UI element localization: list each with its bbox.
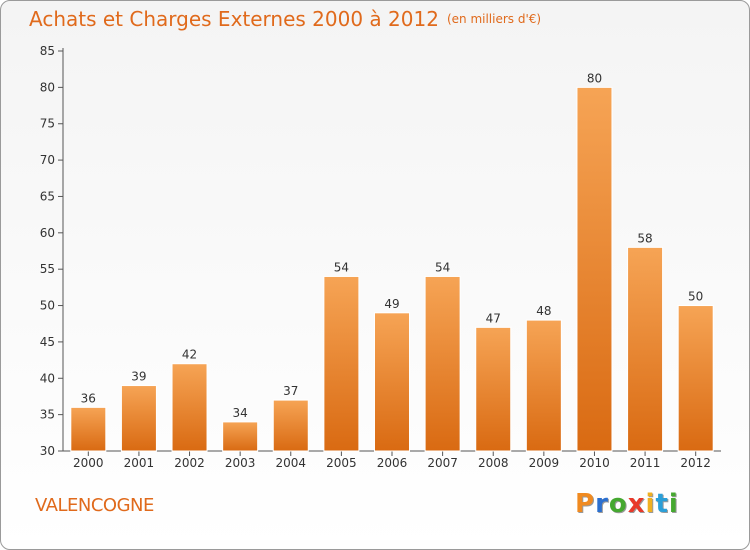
x-tick-label: 2004 bbox=[275, 456, 306, 470]
bar-value-label: 48 bbox=[536, 304, 551, 318]
bar-value-label: 34 bbox=[233, 406, 248, 420]
bar bbox=[475, 326, 512, 452]
bar-value-label: 47 bbox=[486, 311, 501, 325]
y-tick-label: 85 bbox=[40, 44, 55, 58]
chart-title: Achats et Charges Externes 2000 à 2012 (e… bbox=[29, 7, 541, 31]
proxiti-logo: Proxiti bbox=[575, 489, 679, 519]
chart-bars bbox=[70, 86, 714, 452]
y-tick-label: 75 bbox=[40, 117, 55, 131]
bar-value-label: 50 bbox=[688, 290, 703, 304]
bar bbox=[576, 86, 613, 452]
bar-value-label: 42 bbox=[182, 348, 197, 362]
bar-value-label: 54 bbox=[435, 260, 450, 274]
logo-letter: i bbox=[645, 489, 656, 519]
chart-axes: 30 35 40 45 50 55 60 65 70 75 80 85 2000 2001 2002 2003… bbox=[40, 44, 721, 470]
y-tick-label: 70 bbox=[40, 153, 55, 167]
bar bbox=[424, 275, 461, 452]
y-tick-label: 60 bbox=[40, 226, 55, 240]
x-tick-label: 2005 bbox=[326, 456, 357, 470]
logo-letter: o bbox=[608, 489, 628, 519]
bar bbox=[70, 406, 107, 452]
bar-value-label: 36 bbox=[81, 391, 96, 405]
bar bbox=[374, 312, 410, 452]
logo-letter: i bbox=[668, 489, 679, 519]
bar bbox=[222, 421, 259, 452]
bar bbox=[272, 399, 309, 452]
x-tick-label: 2003 bbox=[225, 456, 256, 470]
x-tick-label: 2006 bbox=[377, 456, 408, 470]
bar-value-label: 58 bbox=[637, 231, 652, 245]
x-tick-label: 2012 bbox=[680, 456, 711, 470]
bar bbox=[323, 275, 360, 452]
bar bbox=[120, 385, 157, 452]
chart-data-labels: 36 39 42 34 37 54 49 54 47 48 80 58 50 bbox=[81, 71, 704, 420]
bar-value-label: 54 bbox=[334, 260, 349, 274]
x-tick-label: 2008 bbox=[478, 456, 509, 470]
y-tick-label: 40 bbox=[40, 371, 55, 385]
bar-value-label: 37 bbox=[283, 384, 298, 398]
bar bbox=[525, 319, 562, 452]
bar bbox=[627, 246, 664, 452]
y-tick-label: 65 bbox=[40, 189, 55, 203]
bar bbox=[171, 363, 208, 452]
logo-letter: r bbox=[595, 489, 609, 519]
y-tick-label: 35 bbox=[40, 408, 55, 422]
bar-value-label: 49 bbox=[384, 297, 399, 311]
x-tick-label: 2001 bbox=[124, 456, 155, 470]
y-tick-label: 80 bbox=[40, 80, 55, 94]
y-tick-label: 45 bbox=[40, 335, 55, 349]
x-tick-label: 2009 bbox=[529, 456, 560, 470]
y-tick-label: 30 bbox=[40, 444, 55, 458]
bar-value-label: 39 bbox=[131, 370, 146, 384]
x-tick-label: 2002 bbox=[174, 456, 205, 470]
logo-letter: x bbox=[627, 489, 646, 519]
x-tick-label: 2007 bbox=[427, 456, 458, 470]
logo-letter: P bbox=[575, 489, 596, 519]
chart-unit: (en milliers d'€) bbox=[446, 12, 542, 26]
bar bbox=[677, 305, 714, 452]
x-tick-label: 2000 bbox=[73, 456, 104, 470]
x-tick-label: 2010 bbox=[579, 456, 610, 470]
chart-title-text: Achats et Charges Externes 2000 à 2012 bbox=[29, 7, 439, 31]
x-tick-label: 2011 bbox=[630, 456, 661, 470]
y-tick-label: 55 bbox=[40, 262, 55, 276]
y-tick-label: 50 bbox=[40, 299, 55, 313]
bar-value-label: 80 bbox=[587, 71, 602, 85]
logo-letter: t bbox=[655, 489, 669, 519]
commune-name: VALENCOGNE bbox=[35, 495, 154, 516]
